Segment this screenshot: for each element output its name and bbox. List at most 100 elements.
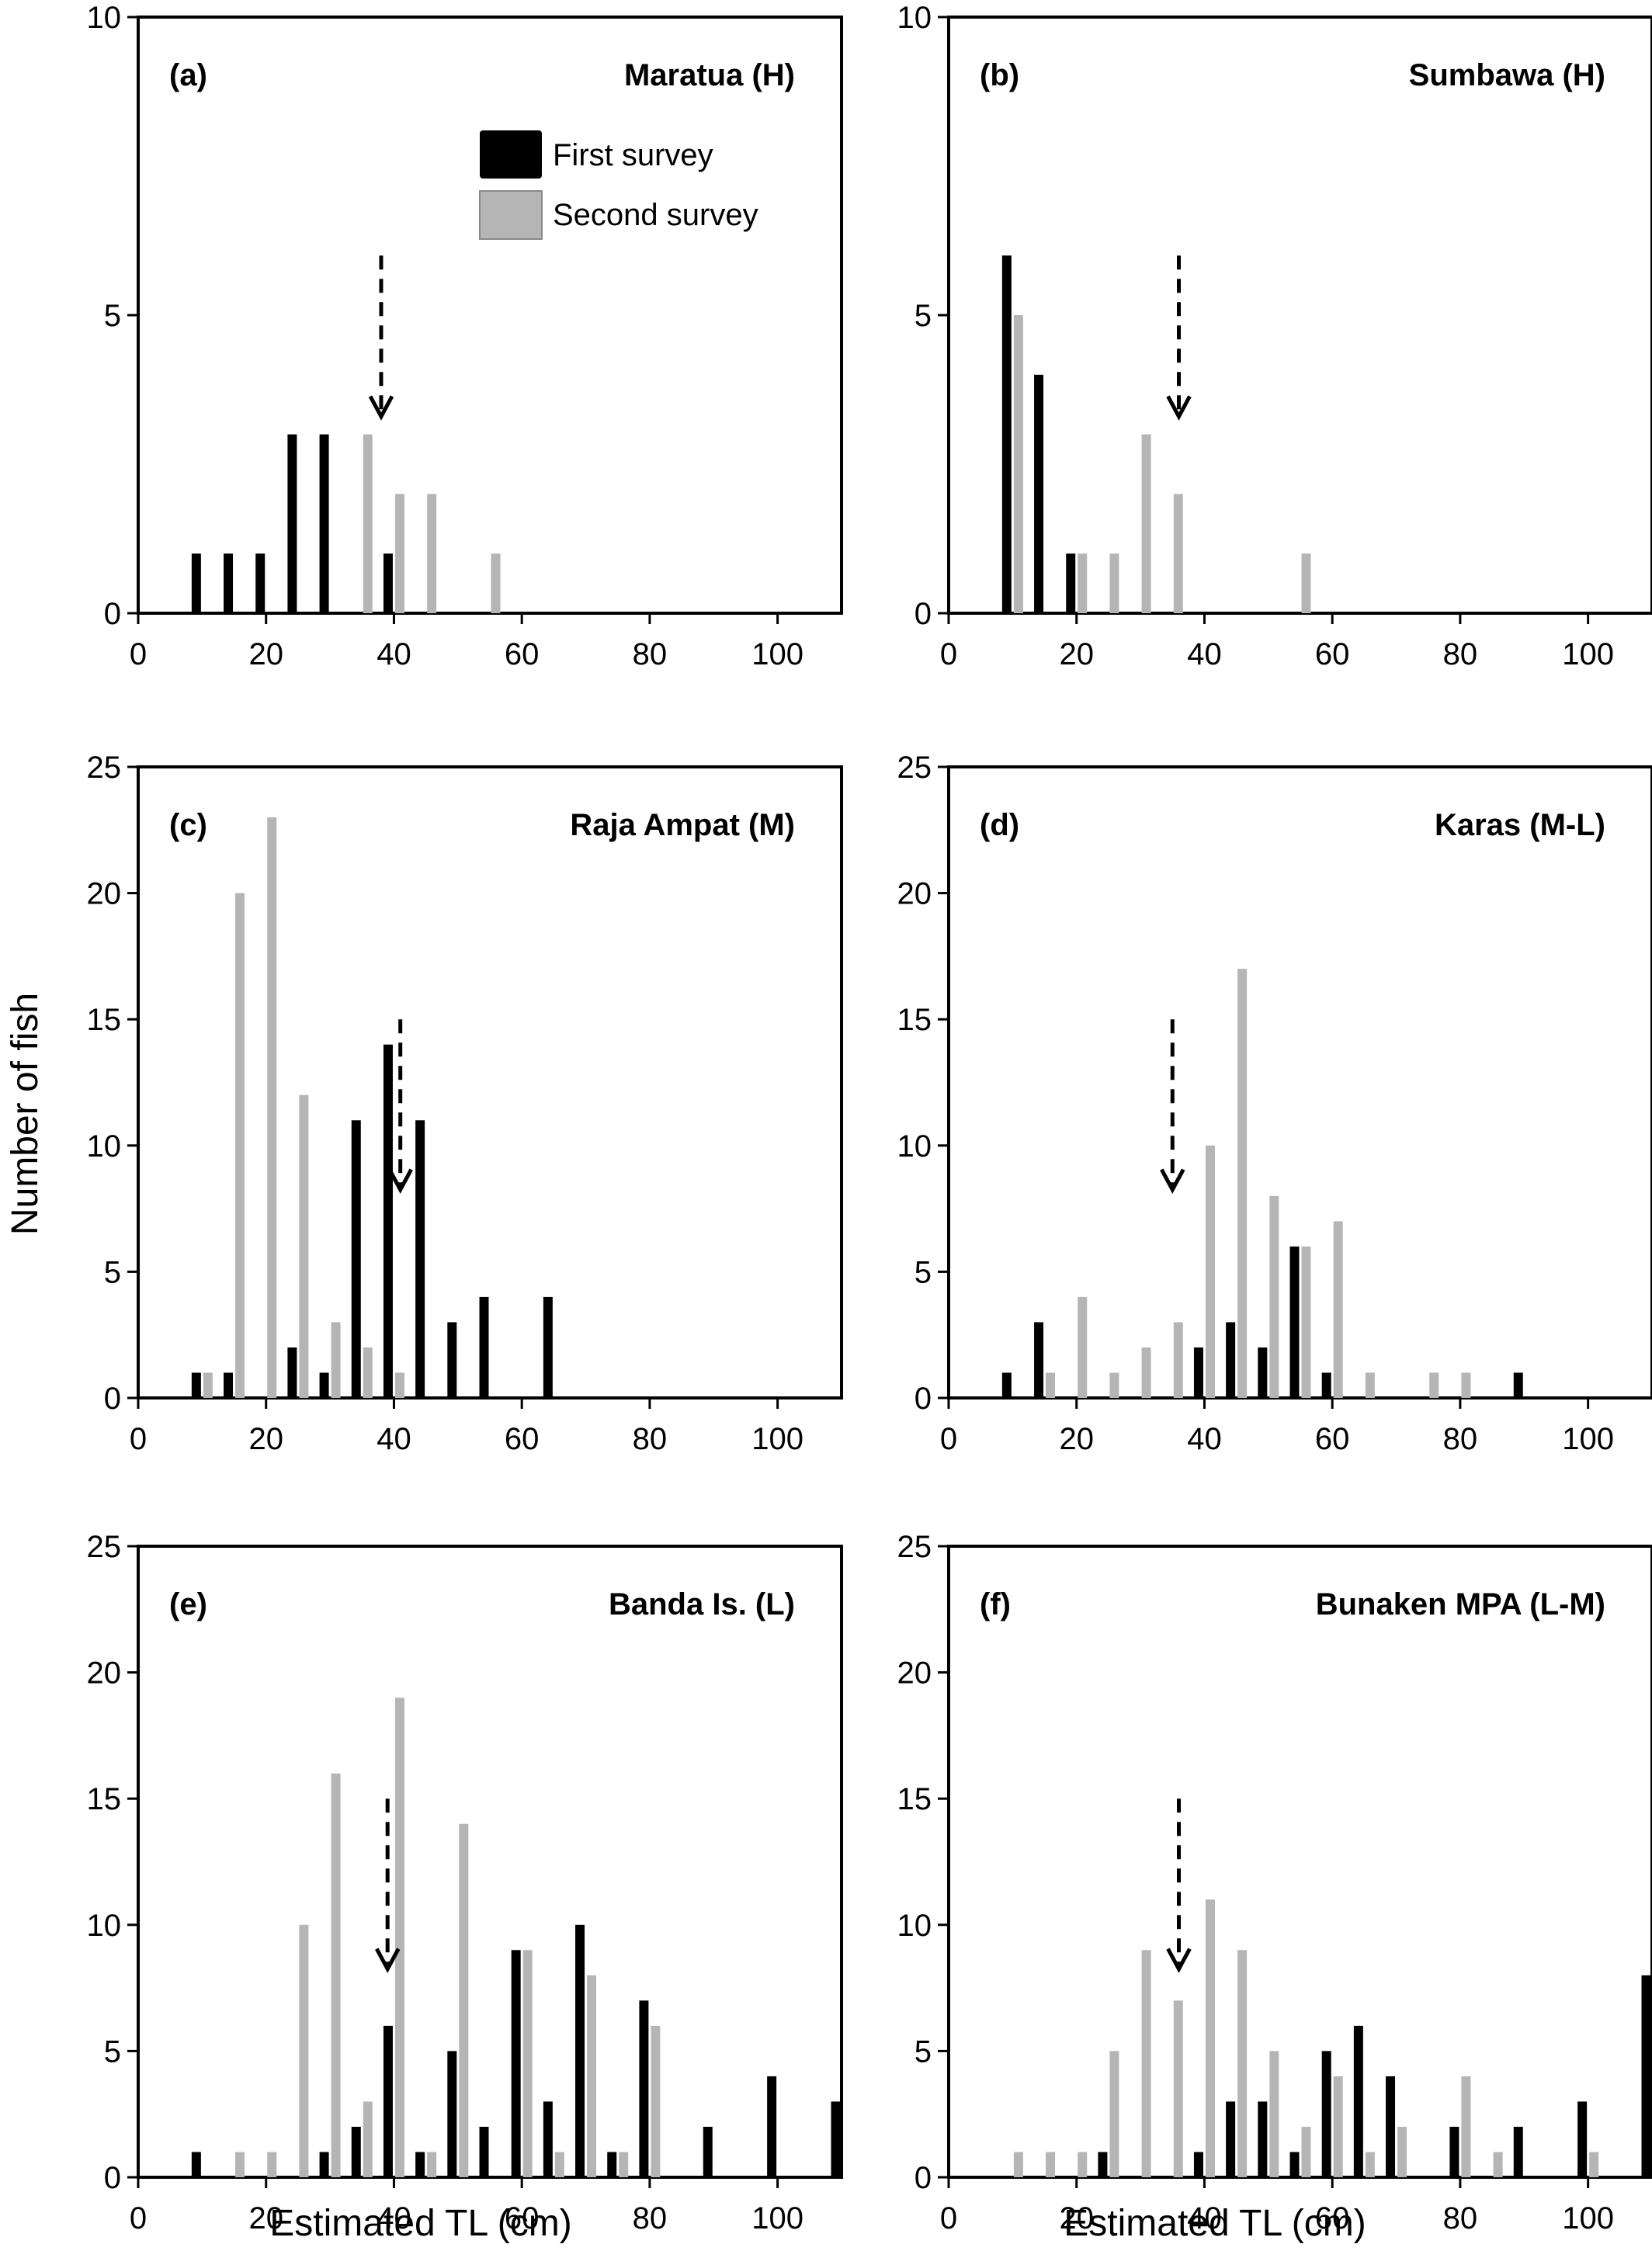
x-tick-label: 40 (1187, 2201, 1222, 2235)
bar-second-survey (363, 2101, 373, 2177)
bar-second-survey (394, 1698, 404, 2177)
plot-frame (947, 765, 1652, 1400)
y-tick-label: 5 (914, 1255, 932, 1289)
bar-first-survey (287, 434, 297, 613)
bar-second-survey (1269, 2051, 1279, 2177)
x-tick-label: 0 (940, 2201, 957, 2235)
bar-second-survey (1301, 2126, 1311, 2177)
x-tick-label: 60 (1315, 1422, 1350, 1456)
y-tick-label: 10 (897, 1129, 932, 1164)
y-tick-label: 10 (897, 1909, 932, 1943)
bar-first-survey (191, 1372, 201, 1398)
x-tick-label: 80 (633, 637, 668, 671)
bar-second-survey (235, 893, 245, 1398)
x-tick-label: 80 (1443, 1422, 1478, 1456)
y-tick-label: 25 (897, 751, 932, 785)
bar-second-survey (331, 1322, 341, 1398)
bar-first-survey (1226, 1322, 1236, 1398)
bar-second-survey (1461, 1372, 1471, 1398)
x-axis-title-right: Estimated TL (cm) (1064, 2203, 1366, 2244)
bar-second-survey (1078, 553, 1088, 613)
bar-first-survey (1386, 2076, 1396, 2177)
bar-second-survey (554, 2152, 564, 2177)
plot-frame (137, 16, 843, 615)
bar-second-survey (427, 494, 437, 613)
bar-first-survey (383, 553, 393, 613)
panel-title: Karas (M-L) (1435, 808, 1605, 842)
bar-first-survey (1066, 553, 1076, 613)
y-tick-label: 20 (87, 1656, 122, 1691)
bar-second-survey (267, 817, 277, 1398)
bar-first-survey (319, 434, 329, 613)
bar-second-survey (1493, 2152, 1503, 2177)
bar-second-survey (363, 434, 373, 613)
bar-first-survey (447, 1322, 457, 1398)
y-tick-label: 15 (897, 1003, 932, 1037)
x-tick-label: 20 (1059, 1422, 1094, 1456)
bar-first-survey (511, 1950, 521, 2177)
x-tick-label: 40 (377, 637, 411, 671)
x-tick-label: 0 (940, 1422, 957, 1456)
x-tick-label: 80 (1443, 637, 1478, 671)
bar-first-survey (1001, 1372, 1012, 1398)
bar-second-survey (299, 1924, 309, 2177)
bar-second-survey (1141, 1950, 1151, 2177)
bar-second-survey (1333, 1221, 1343, 1398)
y-tick-label: 5 (914, 299, 932, 333)
bar-second-survey (363, 1347, 373, 1398)
y-tick-label: 0 (914, 1382, 932, 1416)
bar-first-survey (415, 1120, 425, 1398)
bar-first-survey (1034, 374, 1044, 613)
bar-second-survey (1429, 1372, 1439, 1398)
y-tick-label: 25 (897, 1530, 932, 1564)
bar-second-survey (587, 1975, 597, 2177)
y-tick-label: 25 (87, 1530, 122, 1564)
panel-tag: (b) (980, 58, 1019, 92)
bar-second-survey (1141, 1347, 1151, 1398)
bar-first-survey (287, 1347, 297, 1398)
x-tick-label: 100 (751, 2201, 803, 2235)
x-tick-label: 80 (633, 1422, 668, 1456)
bar-second-survey (1173, 1322, 1183, 1398)
bar-second-survey (331, 1773, 341, 2177)
x-tick-label: 40 (377, 1422, 411, 1456)
x-tick-label: 100 (751, 637, 803, 671)
size-arrow-head (1166, 395, 1192, 421)
bar-first-survey (383, 2025, 393, 2177)
panel-title: Maratua (H) (624, 58, 795, 92)
chart-panel: 0 5 10 15 20 25 0 20 40 60 80 100 (c) Raja Ampat (M) (87, 751, 843, 1456)
bar-first-survey (575, 1924, 585, 2177)
panel-tag: (c) (169, 808, 207, 842)
bar-first-survey (1258, 1347, 1268, 1398)
bar-second-survey (1141, 434, 1151, 613)
bar-second-survey (1109, 1372, 1119, 1398)
y-tick-label: 5 (104, 1255, 121, 1289)
x-tick-label: 0 (130, 2201, 147, 2235)
bar-second-survey (1078, 1296, 1088, 1398)
bar-second-survey (1173, 2000, 1183, 2177)
bar-second-survey (1109, 2051, 1119, 2177)
plot-frame (137, 765, 843, 1400)
y-tick-label: 20 (897, 877, 932, 911)
size-arrow-head (1160, 1168, 1185, 1194)
bar-first-survey (1353, 2025, 1363, 2177)
bar-second-survey (1301, 553, 1311, 613)
bar-first-survey (1193, 2152, 1203, 2177)
bar-first-survey (447, 2051, 457, 2177)
bar-first-survey (191, 553, 201, 613)
size-arrow-head (387, 1168, 413, 1194)
x-tick-label: 60 (1315, 2201, 1350, 2235)
bar-second-survey (427, 2152, 437, 2177)
bar-first-survey (767, 2076, 777, 2177)
size-arrow-head (375, 1948, 401, 1973)
bar-first-survey (1321, 2051, 1331, 2177)
y-tick-label: 10 (897, 1, 932, 35)
y-tick-label: 10 (87, 1909, 122, 1943)
bar-first-survey (255, 553, 266, 613)
bar-second-survey (1365, 1372, 1375, 1398)
legend-label-second: Second survey (553, 198, 758, 232)
bar-second-survey (1397, 2126, 1407, 2177)
bar-second-survey (267, 2152, 277, 2177)
plot-frame (137, 1545, 843, 2179)
